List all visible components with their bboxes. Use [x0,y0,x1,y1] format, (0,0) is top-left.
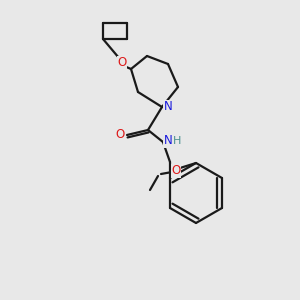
Text: N: N [164,100,172,113]
Text: O: O [117,56,127,70]
Text: N: N [164,134,172,148]
Text: H: H [173,136,181,146]
Text: O: O [171,164,181,178]
Text: O: O [116,128,124,142]
